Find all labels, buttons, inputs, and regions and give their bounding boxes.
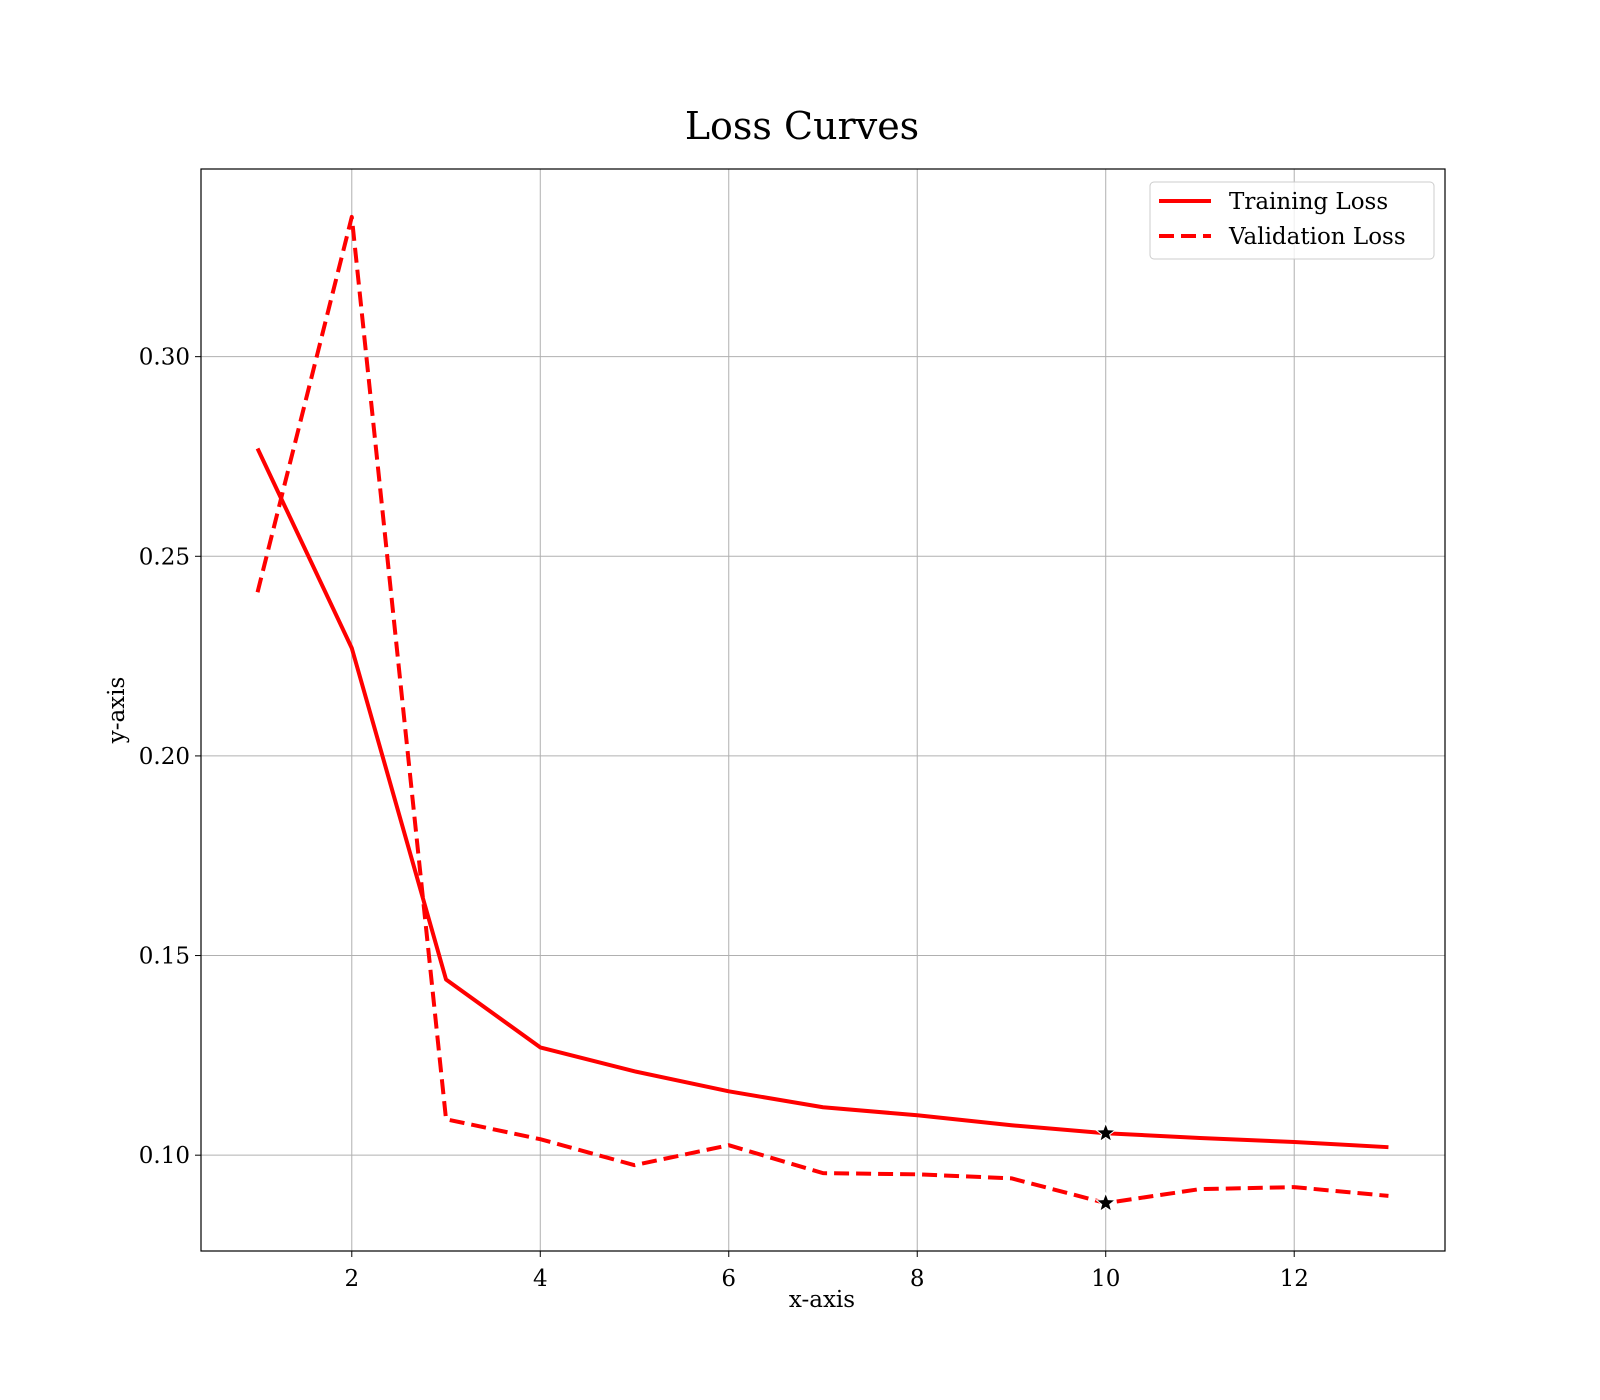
y-tick-label: 0.20 [139,744,190,770]
plot-area-frame [200,168,1446,1252]
x-tick-label: 2 [344,1266,359,1292]
x-tick-label: 10 [1091,1266,1120,1292]
x-axis-label: x-axis [789,1287,855,1313]
x-tick-label: 4 [533,1266,548,1292]
star-markers [1094,1121,1117,1213]
y-tick-label: 0.25 [139,544,190,570]
y-axis-ticks: 0.10 0.15 0.20 0.25 0.30 [139,345,201,1169]
series-line-validation-loss [255,214,1389,1206]
y-tick-label: 0.10 [139,1143,190,1169]
legend: Training Loss Validation Loss [1149,181,1435,260]
chart-title: Loss Curves [685,104,919,148]
y-axis-label: y-axis [104,677,130,745]
legend-box [1149,181,1435,260]
x-tick-label: 8 [910,1266,925,1292]
star-marker-validation-loss [1094,1191,1117,1213]
x-tick-label: 6 [721,1266,736,1292]
y-tick-label: 0.15 [139,944,190,970]
x-tick-label: 12 [1280,1266,1309,1292]
series-line-training-loss [255,447,1389,1150]
x-axis-ticks: 2 4 6 8 10 12 [344,1251,1309,1292]
star-marker-training-loss [1094,1121,1117,1143]
y-tick-label: 0.30 [139,345,190,371]
legend-label-validation-loss: Validation Loss [1228,224,1406,250]
series-lines [255,214,1389,1206]
grid-lines [201,169,1445,1251]
legend-label-training-loss: Training Loss [1229,189,1388,215]
